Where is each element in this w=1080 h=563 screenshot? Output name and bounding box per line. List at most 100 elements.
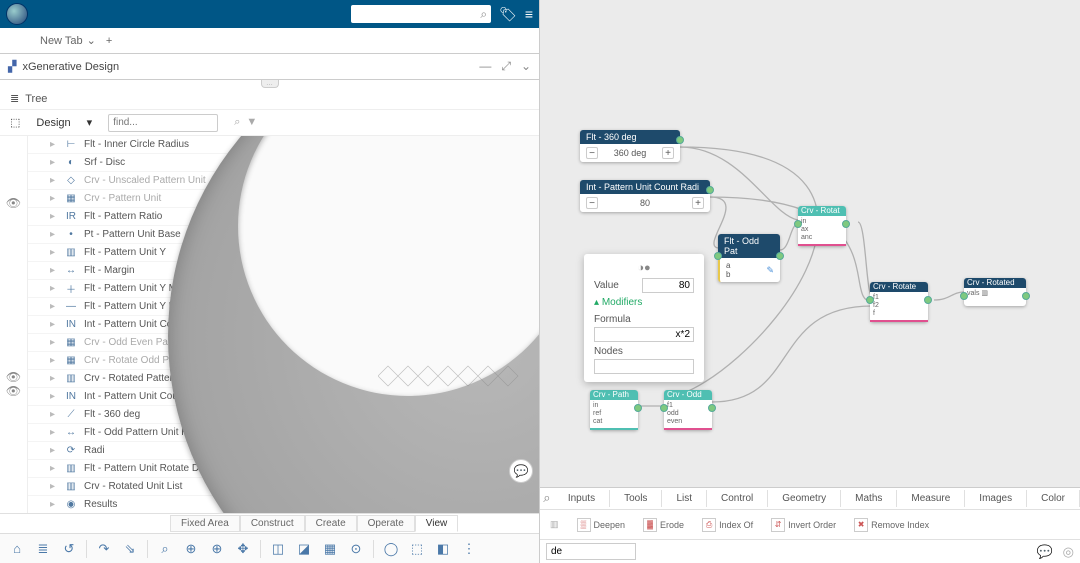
compress-icon[interactable]: ⤢ [501,59,511,74]
tab-new[interactable]: New Tab ⌄ [40,34,96,47]
target-icon[interactable]: ◎ [1063,544,1074,560]
node-graph-canvas[interactable]: Flt - 360 deg − 360 deg + Int - Pattern … [540,0,1080,487]
node-crv-odd[interactable]: Crv - Odd f1oddeven [664,390,712,430]
expand-icon[interactable]: ▸ [50,319,58,330]
category-images[interactable]: Images [965,490,1027,507]
output-port[interactable] [708,404,716,412]
toolbar-button[interactable]: ◫ [267,538,289,560]
output-port[interactable] [634,404,642,412]
minimize-icon[interactable]: — [479,59,491,74]
chevron-down-icon[interactable]: ⌄ [521,59,531,74]
chevron-down-icon[interactable]: ⌄ [87,34,96,47]
op-erode[interactable]: ▓Erode [643,518,684,532]
edit-icon[interactable]: ✎ [766,265,774,276]
find-filter-icon[interactable]: ▼ [246,116,257,129]
find-input[interactable] [113,117,213,128]
category-inputs[interactable]: Inputs [554,490,610,507]
toolbar-button[interactable]: ↺ [58,538,80,560]
tab-add-button[interactable]: + [106,35,112,47]
minus-button[interactable]: − [586,147,598,159]
expand-icon[interactable]: ▸ [50,175,58,186]
toolbar-button[interactable]: ⌂ [6,538,28,560]
expand-icon[interactable]: ▸ [50,427,58,438]
design-label[interactable]: Design [36,117,70,129]
expand-icon[interactable]: ▸ [50,391,58,402]
expand-icon[interactable]: ▸ [50,373,58,384]
global-search-input[interactable] [355,9,480,20]
input-port[interactable] [794,220,802,228]
footer-input[interactable] [546,543,636,560]
expand-icon[interactable]: ▸ [50,481,58,492]
node-crv-rotated[interactable]: Crv - Rotated vals ▥ [964,278,1026,306]
category-tools[interactable]: Tools [610,490,662,507]
nodes-input[interactable] [594,359,694,374]
design-arrow-icon[interactable]: ▾ [87,116,93,129]
node-crv-rotat[interactable]: Crv - Rotat inaxanc [798,206,846,246]
expand-icon[interactable]: ▸ [50,337,58,348]
plus-button[interactable]: + [692,197,704,209]
toolbar-button[interactable]: ↷ [93,538,115,560]
global-search[interactable]: ⌕ [351,5,491,23]
output-port[interactable] [706,186,714,194]
toolbar-button[interactable]: ▦ [319,538,341,560]
tag-icon[interactable]: 🏷 [499,6,517,23]
search-icon[interactable]: ⌕ [480,7,487,22]
input-port[interactable] [714,252,722,260]
node-int-count[interactable]: Int - Pattern Unit Count Radi − 80 + [580,180,710,212]
toolbar-button[interactable]: ⇘ [119,538,141,560]
expand-icon[interactable]: ▸ [50,355,58,366]
output-port[interactable] [776,252,784,260]
expand-icon[interactable]: ▸ [50,247,58,258]
category-geometry[interactable]: Geometry [768,490,841,507]
menu-item-operate[interactable]: Operate [357,515,415,532]
output-port[interactable] [676,136,684,144]
category-list[interactable]: List [662,490,707,507]
category-color[interactable]: Color [1027,490,1080,507]
output-port[interactable] [1022,292,1030,300]
eye-icon[interactable]: 👁👁 [6,370,21,398]
node-crv-path[interactable]: Crv - Path inrefcat [590,390,638,430]
node-flt-odd-pat[interactable]: Flt - Odd Pat ab ✎ [718,234,780,282]
expand-icon[interactable]: ▸ [50,499,58,510]
value-input[interactable] [642,278,694,293]
tree-row[interactable]: ▸⊢Flt - Inner Circle Radius [28,136,247,154]
eye-icon[interactable]: 👁 [6,196,21,210]
output-port[interactable] [924,296,932,304]
chat-icon[interactable]: 💬 [1036,544,1052,560]
toolbar-button[interactable]: ⋮ [458,538,480,560]
toolbar-button[interactable]: ✥ [232,538,254,560]
node-flt-360[interactable]: Flt - 360 deg − 360 deg + [580,130,680,162]
modifiers-label[interactable]: ▴ Modifiers [594,297,694,308]
toolbar-button[interactable]: ⊕ [180,538,202,560]
input-port[interactable] [960,292,968,300]
toolbar-button[interactable]: ≣ [32,538,54,560]
category-control[interactable]: Control [707,490,768,507]
expand-icon[interactable]: ▸ [50,283,58,294]
node-crv-rotate[interactable]: Crv - Rotate f1f2f [870,282,928,322]
zoom-icon[interactable]: ⌕ [540,490,554,506]
input-port[interactable] [866,296,874,304]
expand-icon[interactable]: ▸ [50,265,58,276]
drag-nubbin-icon[interactable]: … [261,80,279,88]
op-remove-index[interactable]: ✖Remove Index [854,518,929,532]
expand-icon[interactable]: ▸ [50,211,58,222]
toolbar-button[interactable]: ⌕ [154,538,176,560]
minus-button[interactable]: − [586,197,598,209]
menu-item-fixed-area[interactable]: Fixed Area [170,515,240,532]
toolbar-button[interactable]: ⬚ [406,538,428,560]
toolbar-button[interactable]: ⊙ [345,538,367,560]
toolbar-button[interactable]: ◧ [432,538,454,560]
menu-item-create[interactable]: Create [305,515,357,532]
tree-row[interactable]: ▸◐Srf - Disc [28,154,247,172]
menu-item-construct[interactable]: Construct [240,515,305,532]
chat-bubble-icon[interactable]: 💬 [509,459,533,483]
formula-input[interactable] [594,327,694,342]
op-invert-order[interactable]: ⇵Invert Order [771,518,836,532]
menu-icon[interactable]: ≡ [525,6,533,22]
toolbar-button[interactable]: ⊕ [206,538,228,560]
toolbar-button[interactable]: ◯ [380,538,402,560]
category-maths[interactable]: Maths [841,490,897,507]
expand-icon[interactable]: ▸ [50,463,58,474]
expand-icon[interactable]: ▸ [50,139,58,150]
input-port[interactable] [660,404,668,412]
